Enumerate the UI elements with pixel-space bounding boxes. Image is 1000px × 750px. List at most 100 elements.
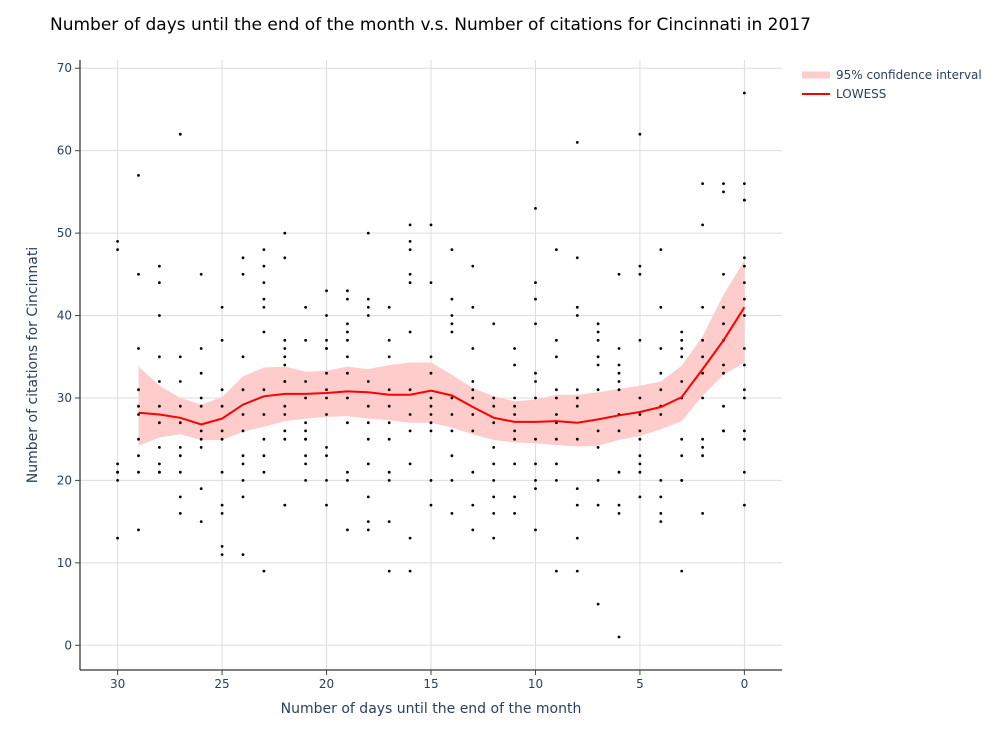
data-point xyxy=(450,396,454,400)
confidence-band xyxy=(138,260,745,447)
data-point xyxy=(241,553,245,556)
data-point xyxy=(158,470,161,474)
data-point xyxy=(283,404,287,408)
data-point xyxy=(283,437,287,441)
data-point xyxy=(471,470,475,474)
data-point xyxy=(450,330,454,334)
x-axis-label: Number of days until the end of the mont… xyxy=(281,701,582,717)
data-point xyxy=(534,528,537,532)
data-point xyxy=(262,569,266,573)
data-point xyxy=(158,421,161,425)
data-point xyxy=(325,396,328,400)
data-point xyxy=(346,289,349,293)
data-point xyxy=(366,231,370,235)
data-point xyxy=(429,404,433,408)
data-point xyxy=(659,248,663,252)
data-point xyxy=(220,437,224,441)
data-point xyxy=(346,470,349,474)
data-point xyxy=(116,470,119,474)
data-point xyxy=(408,388,412,392)
data-point xyxy=(492,495,496,499)
data-point xyxy=(325,454,328,458)
data-point xyxy=(659,388,663,392)
data-point xyxy=(617,635,621,639)
data-point xyxy=(701,182,704,186)
data-point xyxy=(366,305,370,309)
data-point xyxy=(346,421,349,425)
data-point xyxy=(220,512,224,515)
data-point xyxy=(575,305,579,309)
data-point xyxy=(555,338,558,342)
data-point xyxy=(220,404,224,408)
data-point xyxy=(178,421,182,425)
data-point xyxy=(366,380,370,383)
y-tick-label: 30 xyxy=(57,391,72,405)
data-point xyxy=(638,272,642,276)
data-point xyxy=(450,413,454,416)
data-point xyxy=(513,437,516,441)
y-axis-ticks: 0 10 20 30 40 50 60 70 xyxy=(57,61,80,652)
data-point xyxy=(304,479,307,482)
data-point xyxy=(158,446,161,449)
data-point xyxy=(137,437,140,441)
data-point xyxy=(366,528,370,532)
data-point xyxy=(596,446,600,449)
data-point xyxy=(137,528,140,532)
data-point xyxy=(116,479,119,482)
data-point xyxy=(701,371,704,375)
y-tick-label: 0 xyxy=(64,638,72,652)
data-point xyxy=(701,437,704,441)
data-point xyxy=(199,429,203,433)
data-point xyxy=(387,520,391,523)
data-point xyxy=(158,314,161,317)
data-point xyxy=(513,363,516,367)
data-point xyxy=(513,512,516,515)
legend[interactable]: 95% confidence interval LOWESS xyxy=(802,68,982,101)
data-point xyxy=(575,396,579,400)
data-point xyxy=(283,413,287,416)
x-tick-label: 20 xyxy=(319,677,334,691)
data-point xyxy=(241,355,245,359)
data-point xyxy=(743,198,746,202)
data-point xyxy=(534,371,537,375)
data-point xyxy=(262,413,266,416)
x-tick-label: 25 xyxy=(214,677,229,691)
data-point xyxy=(178,512,182,515)
data-point xyxy=(387,421,391,425)
data-point xyxy=(450,322,454,326)
data-point xyxy=(555,248,558,252)
data-point xyxy=(325,479,328,482)
data-point xyxy=(575,569,579,573)
data-point xyxy=(471,380,475,383)
data-point xyxy=(743,347,746,350)
data-point xyxy=(471,305,475,309)
legend-item[interactable]: 95% confidence interval xyxy=(802,68,982,82)
data-point xyxy=(366,520,370,523)
data-point xyxy=(534,322,537,326)
data-point xyxy=(325,413,328,416)
data-point xyxy=(450,297,454,301)
data-point xyxy=(555,437,558,441)
data-point xyxy=(325,503,328,507)
data-point xyxy=(722,363,725,367)
data-point xyxy=(325,314,328,317)
data-point xyxy=(137,272,140,276)
data-point xyxy=(534,462,537,466)
data-point xyxy=(366,495,370,499)
data-point xyxy=(596,363,600,367)
data-point xyxy=(638,264,642,268)
data-point xyxy=(241,495,245,499)
data-point xyxy=(617,371,621,375)
data-point xyxy=(638,413,642,416)
data-point xyxy=(722,404,725,408)
data-point xyxy=(346,338,349,342)
legend-item[interactable]: LOWESS xyxy=(802,87,886,101)
data-point xyxy=(680,355,684,359)
x-tick-label: 15 xyxy=(423,677,438,691)
data-point xyxy=(555,569,558,573)
data-point xyxy=(534,437,537,441)
data-point xyxy=(199,347,203,350)
y-tick-label: 60 xyxy=(57,144,72,158)
data-point xyxy=(366,437,370,441)
data-point xyxy=(283,347,287,350)
